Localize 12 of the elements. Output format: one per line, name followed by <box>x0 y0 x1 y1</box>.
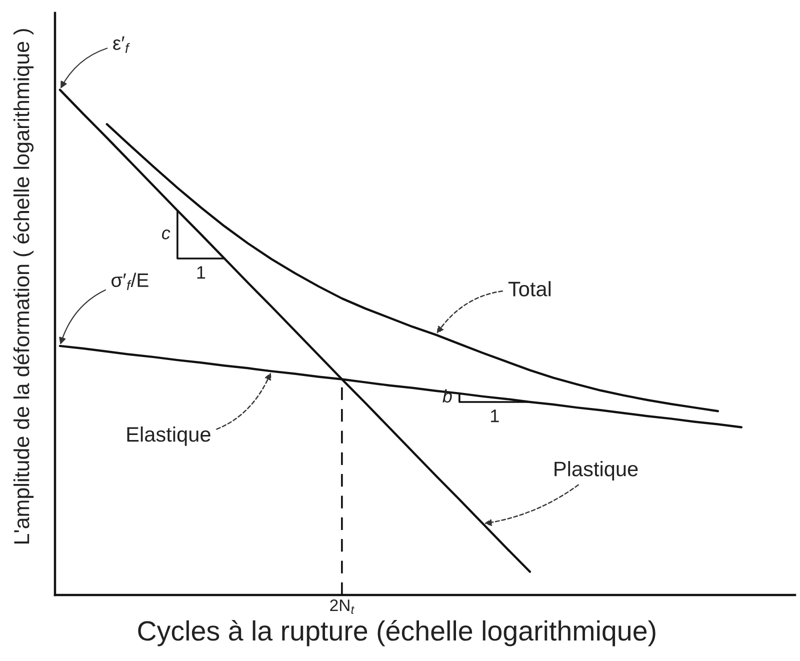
text: ε′$_{f}$ <box>113 36 130 53</box>
text: Plastique <box>554 461 638 480</box>
annotation: 1 <box>491 410 499 422</box>
annotation: c <box>162 229 170 240</box>
annotation: b <box>442 389 452 403</box>
text: 2N$_{t}$ <box>330 599 354 614</box>
text: Total <box>508 281 551 296</box>
annotation: 1 <box>197 266 206 279</box>
x-axis-title: Cycles à la rupture (échelle logarithmique) <box>138 620 656 646</box>
annotation: σ′$_{f}$/E <box>112 272 148 290</box>
y-axis-title: L'amplitude de la déformation ( échelle logarithmique ) <box>13 29 34 544</box>
text: Elastique <box>127 426 210 446</box>
